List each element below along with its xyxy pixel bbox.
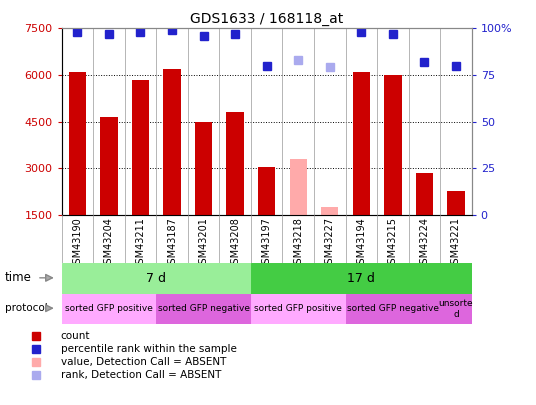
Bar <box>163 69 181 215</box>
Bar <box>346 294 440 324</box>
Text: percentile rank within the sample: percentile rank within the sample <box>61 344 236 354</box>
Text: 7 d: 7 d <box>146 272 166 285</box>
Text: GSM43227: GSM43227 <box>325 217 335 270</box>
Text: GSM43201: GSM43201 <box>198 217 209 270</box>
Text: GSM43190: GSM43190 <box>72 217 83 270</box>
Text: protocol: protocol <box>5 303 48 313</box>
Bar <box>251 294 346 324</box>
Text: GSM43208: GSM43208 <box>230 217 240 270</box>
Bar <box>195 122 212 215</box>
Text: GSM43218: GSM43218 <box>293 217 303 270</box>
Text: value, Detection Call = ABSENT: value, Detection Call = ABSENT <box>61 357 226 367</box>
Text: GSM43221: GSM43221 <box>451 217 461 270</box>
Bar <box>289 159 307 215</box>
Bar <box>440 294 472 324</box>
Text: rank, Detection Call = ABSENT: rank, Detection Call = ABSENT <box>61 371 221 380</box>
Text: GSM43204: GSM43204 <box>104 217 114 270</box>
Bar <box>353 72 370 215</box>
Text: GSM43197: GSM43197 <box>262 217 272 270</box>
Bar <box>132 79 149 215</box>
Text: sorted GFP negative: sorted GFP negative <box>347 304 439 313</box>
Bar <box>157 294 251 324</box>
Title: GDS1633 / 168118_at: GDS1633 / 168118_at <box>190 12 343 26</box>
Text: count: count <box>61 331 90 341</box>
Text: GSM43211: GSM43211 <box>136 217 145 270</box>
Text: unsorte
d: unsorte d <box>438 299 473 318</box>
Text: sorted GFP negative: sorted GFP negative <box>158 304 250 313</box>
Bar <box>100 117 117 215</box>
Bar <box>416 173 433 215</box>
Bar <box>384 75 401 215</box>
Bar <box>447 192 465 215</box>
Text: sorted GFP positive: sorted GFP positive <box>65 304 153 313</box>
Bar <box>62 263 251 294</box>
Text: 17 d: 17 d <box>347 272 375 285</box>
Bar <box>62 294 157 324</box>
Text: GSM43187: GSM43187 <box>167 217 177 270</box>
Text: GSM43194: GSM43194 <box>356 217 366 270</box>
Bar <box>258 166 276 215</box>
Text: GSM43215: GSM43215 <box>388 217 398 270</box>
Text: GSM43224: GSM43224 <box>419 217 429 270</box>
Text: sorted GFP positive: sorted GFP positive <box>254 304 342 313</box>
Bar <box>226 112 244 215</box>
Text: time: time <box>5 271 32 284</box>
Bar <box>251 263 472 294</box>
Bar <box>321 207 338 215</box>
Bar <box>69 72 86 215</box>
